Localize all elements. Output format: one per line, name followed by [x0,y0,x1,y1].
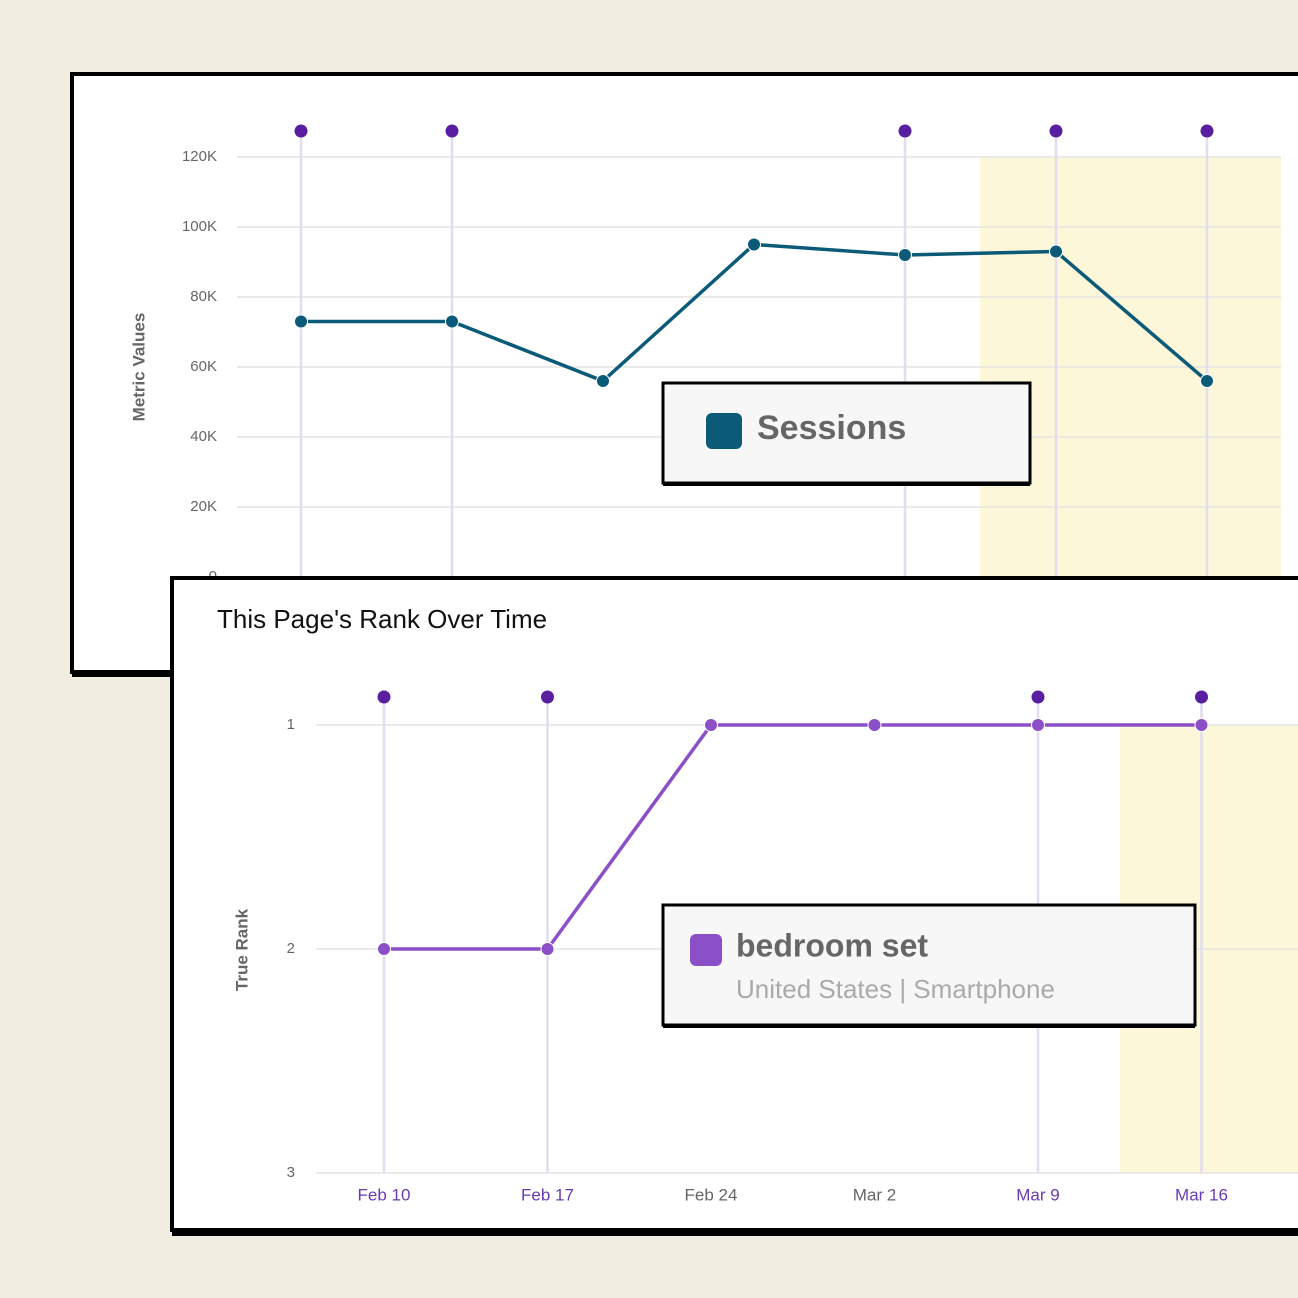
y-tick-label: 2 [287,940,295,957]
y-tick-label: 1 [287,716,295,733]
annotation-marker [1200,124,1214,138]
data-point [1049,244,1063,259]
data-point [445,314,459,329]
y-axis-label: Metric Values [129,313,148,422]
annotation-marker [445,124,459,138]
rank-panel: This Page's Rank Over Time 1 2 3 True Rank F… [170,576,1298,1236]
x-tick-label: Feb 17 [521,1185,574,1204]
y-tick-label: 100K [182,218,217,235]
legend-label: bedroom set [736,927,928,963]
series-line [384,723,1202,951]
annotation-marker [1049,124,1063,138]
y-tick-label: 120K [182,148,217,165]
data-point [1031,718,1045,732]
y-tick-label: 3 [287,1164,295,1181]
annotation-marker [898,124,912,138]
data-point [704,718,718,732]
annotation-marker [377,690,391,704]
x-tick-label: Feb 24 [685,1185,738,1204]
x-tick-label: Mar 16 [1175,1185,1228,1204]
y-tick-label: 60K [190,358,217,375]
data-point [867,718,882,732]
chart-title: This Page's Rank Over Time [217,604,547,634]
legend-label: Sessions [757,409,906,447]
y-tick-label: 40K [190,428,217,445]
data-point [898,248,912,262]
y-axis-label: True Rank [232,908,251,991]
legend-subtitle: United States | Smartphone [736,974,1055,1004]
y-tick-label: 20K [190,498,217,515]
y-tick-label: 80K [190,288,217,305]
data-point [596,374,610,388]
legend-swatch [690,934,722,966]
data-point [294,314,308,329]
annotation-marker [541,690,554,704]
data-point [377,942,391,956]
x-tick-label: Feb 10 [358,1185,411,1204]
data-point [540,942,555,956]
data-point [1194,718,1209,732]
annotation-marker [294,124,308,138]
data-point [1200,374,1214,388]
legend-swatch [706,413,742,449]
legend [661,903,1197,1027]
annotation-marker [1031,690,1045,704]
x-tick-label: Mar 2 [853,1185,896,1204]
x-tick-label: Mar 9 [1016,1185,1059,1204]
data-point [747,237,761,252]
annotation-marker [1195,690,1208,704]
